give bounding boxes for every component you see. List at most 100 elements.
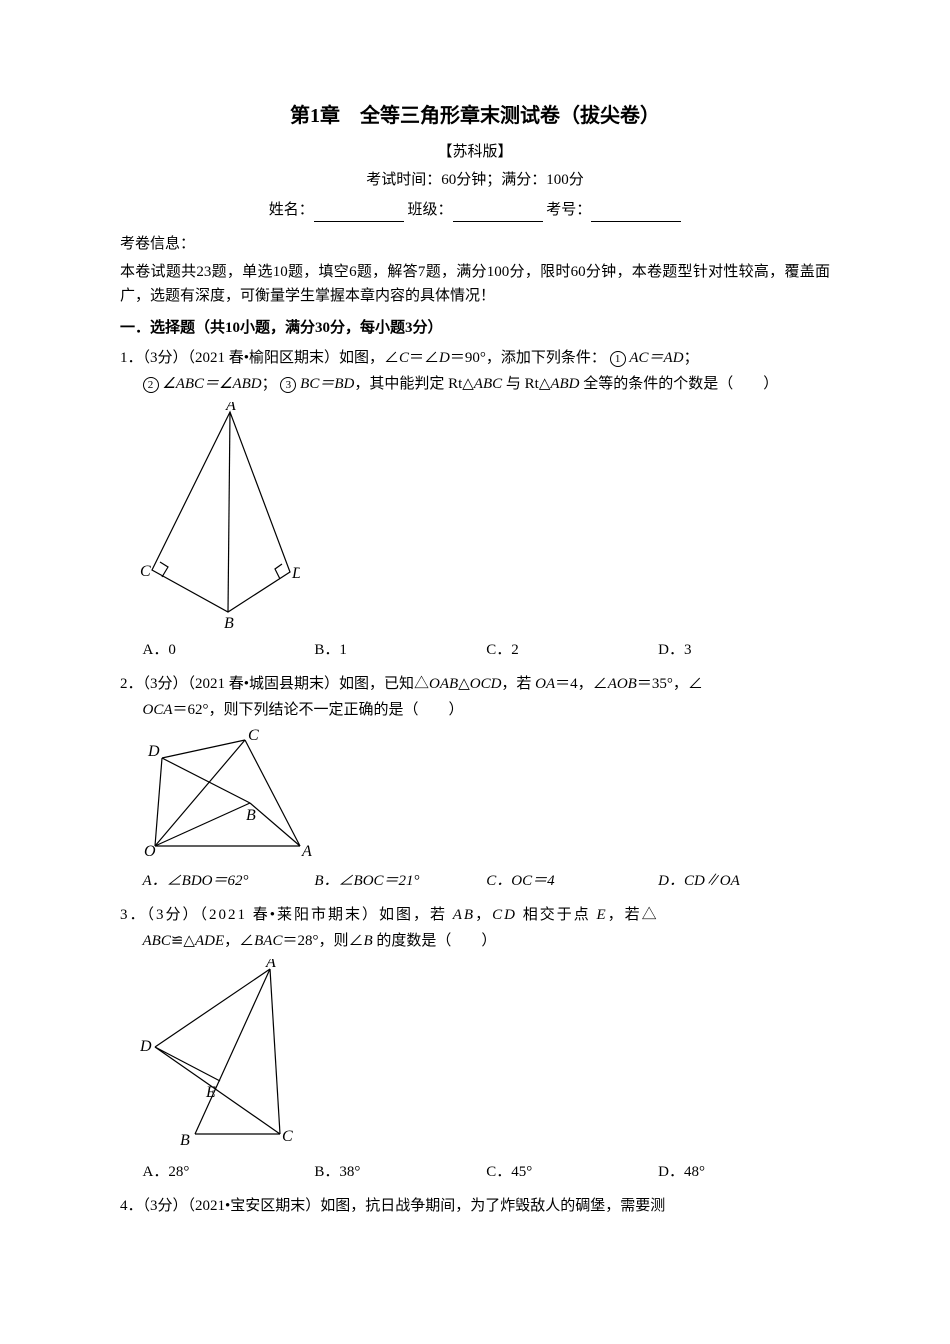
id-label: 考号： [546,202,591,218]
q3-fig-b: B [180,1132,190,1149]
q2-choice-c: C．OC＝4 [486,869,658,893]
q3-bacpre: ，∠ [224,933,254,949]
q2-oa: OA [535,676,555,692]
q2-oab: OAB [429,676,458,692]
q2-figure: O A B C D [140,728,315,863]
q3-figure: A D E B C [140,959,320,1154]
q3-mid: 相交于点 [517,907,597,923]
q3-abc: ABC [143,933,171,949]
q1-abd: ABD [550,376,579,392]
q3-choice-b: B．38° [314,1160,486,1184]
q2-eq4: ＝4，∠ [555,676,608,692]
q1-tail2: 全等的条件的个数是（ ） [580,376,779,392]
q3-cong: ≌△ [171,933,195,949]
circle-3-icon: 3 [280,377,296,393]
q2-mid: ，若 [501,676,535,692]
circle-2-icon: 2 [143,377,159,393]
q2-ocd-pre: △ [458,676,470,692]
class-blank [453,206,543,222]
q1-choices: A．0 B．1 C．2 D．3 [120,638,830,662]
q2-ocd: OCD [470,676,502,692]
q2-choice-d-text: D．CD∥OA [658,873,740,889]
q3-b: B [363,933,372,949]
q3-ab: AB [453,907,475,923]
exam-duration-info: 考试时间：60分钟；满分：100分 [120,168,830,192]
q1-semi1: ； [684,350,699,366]
q3-comma: ， [475,907,492,923]
q3-eq28: ＝28°，则∠ [282,933,363,949]
q2-line2: OCA＝62°，则下列结论不一定正确的是（ ） [120,698,830,722]
q2-pre: 2．（3分）（2021 春•城固县期末）如图，已知△ [120,676,429,692]
q1-line2: 2 ∠ABC＝∠ABD； 3 BC＝BD，其中能判定 Rt△ABC 与 Rt△A… [120,372,830,396]
q1-fig-label-d: D [291,565,300,582]
q3-fig-a: A [265,959,276,971]
q2-choice-d: D．CD∥OA [658,869,830,893]
q2-eq62: ＝62°，则下列结论不一定正确的是（ ） [173,702,464,718]
q2-choice-a-text: A．∠BDO＝62° [143,873,249,889]
q3-choice-d: D．48° [658,1160,830,1184]
q1-semi2: ； [262,376,277,392]
q1-var-c: C [399,350,409,366]
q1-choice-d: D．3 [658,638,830,662]
q2-fig-a: A [301,843,312,860]
q3-cd: CD [492,907,517,923]
q2-choice-b-text: B．∠BOC＝21° [314,873,419,889]
q2-eq35: ＝35°，∠ [637,676,703,692]
section-1-header: 一．选择题（共10小题，满分30分，每小题3分） [120,316,830,340]
q1-ninety: ＝90°，添加下列条件： [450,350,606,366]
q3-fig-c: C [282,1128,293,1145]
name-label: 姓名： [269,202,314,218]
q1-choice-a: A．0 [143,638,315,662]
q3-choice-a: A．28° [143,1160,315,1184]
q1-fig-label-c: C [140,563,151,580]
name-blank [314,206,404,222]
q3-ade: ADE [195,933,224,949]
q1-var-d: D [439,350,450,366]
q1-and: 与 Rt△ [502,376,550,392]
q2-fig-b: B [246,807,256,824]
question-2: 2．（3分）（2021 春•城固县期末）如图，已知△OAB△OCD，若 OA＝4… [120,672,830,722]
q2-fig-o: O [144,843,156,860]
q2-fig-d: D [147,743,160,760]
q1-tail: ，其中能判定 Rt△ [354,376,473,392]
q1-text-1: 1．（3分）（2021 春•榆阳区期末）如图，∠ [120,350,399,366]
question-3: 3．（3分）（2021 春•莱阳市期末）如图，若 AB，CD 相交于点 E，若△… [120,903,830,953]
q2-choice-a: A．∠BDO＝62° [143,869,315,893]
q2-choices: A．∠BDO＝62° B．∠BOC＝21° C．OC＝4 D．CD∥OA [120,869,830,893]
q2-fig-c: C [248,728,259,744]
q1-fig-label-b: B [224,615,234,632]
q1-choice-c: C．2 [486,638,658,662]
q3-line2: ABC≌△ADE，∠BAC＝28°，则∠B 的度数是（ ） [120,929,830,953]
student-info-line: 姓名： 班级： 考号： [120,198,830,222]
edition-subtitle: 【苏科版】 [120,140,830,164]
q3-e: E [596,907,607,923]
q3-tail: 的度数是（ ） [373,933,497,949]
q3-choice-c: C．45° [486,1160,658,1184]
circle-1-icon: 1 [610,351,626,367]
class-label: 班级： [407,202,452,218]
q1-abc: ABC [474,376,502,392]
q3-pre: 3．（3分）（2021 春•莱阳市期末）如图，若 [120,907,453,923]
q1-cond2: ∠ABC＝∠ABD [159,376,262,392]
q1-eq: ＝∠ [409,350,439,366]
q1-choice-b: B．1 [314,638,486,662]
q3-fig-e: E [205,1084,216,1101]
question-4: 4．（3分）（2021•宝安区期末）如图，抗日战争期间，为了炸毁敌人的碉堡，需要… [120,1194,830,1218]
q2-aob: AOB [608,676,637,692]
paper-info-body: 本卷试题共23题，单选10题，填空6题，解答7题，满分100分，限时60分钟，本… [120,260,830,308]
q2-choice-b: B．∠BOC＝21° [314,869,486,893]
q3-mid2: ，若△ [608,907,659,923]
q1-cond1: AC＝AD [626,350,684,366]
paper-info-header: 考卷信息： [120,232,830,256]
q1-figure: A B C D [140,402,300,632]
chapter-title: 第1章 全等三角形章末测试卷（拔尖卷） [120,100,830,132]
q3-choices: A．28° B．38° C．45° D．48° [120,1160,830,1184]
q1-fig-label-a: A [225,402,236,414]
question-1: 1．（3分）（2021 春•榆阳区期末）如图，∠C＝∠D＝90°，添加下列条件：… [120,346,830,396]
id-blank [591,206,681,222]
q1-cond3: BC＝BD [296,376,354,392]
q2-oca: OCA [143,702,173,718]
q2-choice-c-text: C．OC＝4 [486,873,554,889]
q3-bac: BAC [254,933,282,949]
q3-fig-d: D [140,1038,152,1055]
